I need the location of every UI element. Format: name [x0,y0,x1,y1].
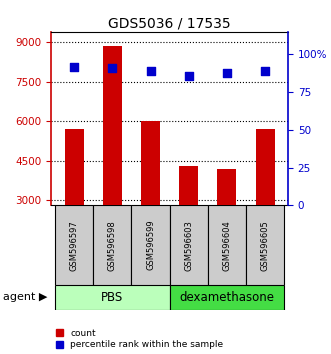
Text: PBS: PBS [101,291,123,304]
Legend: count, percentile rank within the sample: count, percentile rank within the sample [56,329,223,349]
Text: GSM596598: GSM596598 [108,220,117,270]
Bar [179,166,198,279]
Text: GSM596605: GSM596605 [260,220,269,270]
Point [262,68,268,74]
Bar [246,205,284,285]
Bar [131,205,169,285]
Bar [103,46,122,279]
Point [110,65,115,71]
Text: agent ▶: agent ▶ [3,292,48,302]
Point [186,73,191,79]
Text: GSM596597: GSM596597 [70,220,79,270]
Point [224,70,229,75]
Point [71,64,77,69]
Bar [55,205,93,285]
Text: GSM596599: GSM596599 [146,220,155,270]
Bar [55,285,169,310]
Bar [217,169,236,279]
Text: GSM596604: GSM596604 [222,220,231,270]
Bar [65,129,84,279]
Title: GDS5036 / 17535: GDS5036 / 17535 [108,17,231,31]
Bar [208,205,246,285]
Text: dexamethasone: dexamethasone [179,291,274,304]
Bar [93,205,131,285]
Point [148,68,153,74]
Bar [256,129,275,279]
Bar [169,285,284,310]
Bar [141,121,160,279]
Bar [169,205,208,285]
Text: GSM596603: GSM596603 [184,220,193,270]
